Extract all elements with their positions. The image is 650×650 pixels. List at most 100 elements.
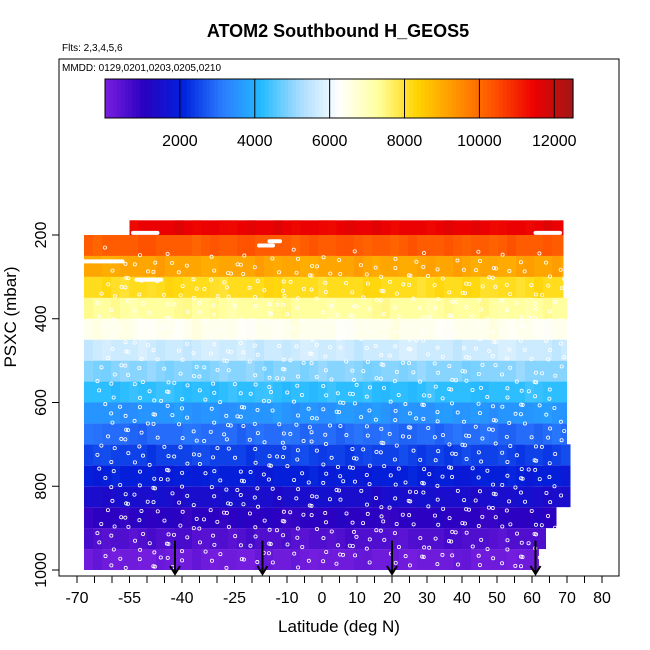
heatmap-cell — [444, 220, 454, 235]
y-tick-label: 800 — [33, 473, 50, 500]
colorbar-swatch — [296, 79, 301, 118]
heatmap-cell — [363, 381, 372, 403]
flight-track-point — [158, 555, 163, 560]
flight-track-point — [432, 361, 437, 366]
flight-track-point — [323, 368, 328, 373]
flight-track-point — [282, 519, 287, 524]
flight-track-point — [352, 401, 357, 406]
heatmap-cell — [201, 528, 210, 550]
flight-track-point — [152, 486, 157, 491]
flight-track-point — [514, 379, 519, 384]
colorbar-swatch — [190, 79, 196, 118]
flight-track-point — [534, 306, 539, 311]
heatmap-cell — [129, 486, 138, 508]
heatmap-cell — [534, 402, 543, 424]
flight-track-point — [411, 296, 416, 301]
flight-track-point — [490, 404, 495, 409]
flight-track-point — [267, 527, 272, 532]
flight-track-point — [197, 526, 202, 531]
flight-track-point — [365, 359, 370, 364]
heatmap-cell — [156, 381, 165, 403]
flight-track-point — [485, 547, 490, 552]
flight-track-point — [464, 457, 469, 462]
flight-track-point — [552, 332, 557, 337]
heatmap-cell — [408, 255, 417, 277]
y-tick-label: 200 — [33, 222, 50, 249]
heatmap-cell — [156, 486, 165, 508]
flight-track-point — [414, 259, 419, 264]
heatmap-cell — [273, 297, 282, 319]
flight-track-point — [248, 318, 253, 323]
colorbar-swatch — [565, 79, 570, 118]
heatmap-cell — [498, 528, 507, 550]
flight-track-point — [537, 325, 542, 330]
flight-track-point — [211, 303, 216, 308]
colorbar-tick-label: 10000 — [457, 133, 502, 150]
heatmap-cell — [399, 339, 408, 361]
flight-track-point — [328, 423, 333, 428]
flight-track-point — [197, 300, 202, 305]
heatmap-cell — [291, 318, 300, 340]
flight-track-point — [518, 564, 523, 569]
flight-track-point — [504, 434, 509, 439]
heatmap-cell — [390, 318, 399, 340]
flight-track-point — [285, 542, 290, 547]
flight-track-point — [500, 252, 505, 257]
flight-track-point — [132, 262, 137, 267]
heatmap-cell — [165, 360, 174, 382]
flight-track-point — [449, 313, 454, 318]
heatmap-cell — [426, 255, 435, 277]
flight-track-point — [365, 433, 370, 438]
flight-track-point — [185, 461, 190, 466]
flight-track-point — [450, 401, 455, 406]
flight-track-point — [508, 444, 513, 449]
flight-track-point — [123, 565, 128, 570]
flight-track-point — [352, 479, 357, 484]
flight-track-point — [235, 488, 240, 493]
heatmap-cell — [489, 318, 498, 340]
flight-track-point — [455, 258, 460, 263]
heatmap-cell — [399, 423, 408, 445]
heatmap-cell — [228, 297, 237, 319]
flight-track-point — [253, 460, 258, 465]
flight-track-point — [394, 521, 399, 526]
flight-track-point — [562, 355, 567, 360]
flight-track-point — [455, 332, 460, 337]
flight-track-point — [166, 302, 171, 307]
flight-track-point — [505, 307, 510, 312]
flight-track-point — [138, 547, 143, 552]
flight-track-point — [422, 467, 427, 472]
flight-track-point — [334, 488, 339, 493]
flight-track-point — [449, 387, 454, 392]
flight-track-point — [241, 271, 246, 276]
heatmap-cell — [543, 402, 552, 424]
flight-track-point — [203, 397, 208, 402]
flight-track-point — [544, 338, 549, 343]
heatmap-cell — [507, 235, 516, 256]
colorbar-swatch — [163, 79, 168, 118]
flight-track-point — [119, 284, 124, 289]
flight-track-point — [310, 415, 315, 420]
heatmap-cell — [246, 220, 256, 235]
heatmap-cell — [408, 549, 417, 570]
flight-track-point — [194, 364, 199, 369]
heatmap-cell — [255, 465, 264, 487]
flight-track-point — [403, 402, 408, 407]
flight-track-point — [529, 356, 534, 361]
flight-track-point — [299, 319, 304, 324]
heatmap-cell — [525, 486, 534, 508]
flight-track-point — [408, 499, 413, 504]
flight-track-point — [426, 504, 431, 509]
flight-track-point — [239, 557, 244, 562]
flight-track-point — [226, 446, 231, 451]
heatmap-cell — [525, 381, 534, 403]
flight-track-point — [422, 545, 427, 550]
flight-track-point — [292, 477, 297, 482]
heatmap-cell — [147, 444, 156, 466]
flight-track-point — [453, 530, 458, 535]
flight-track-point — [421, 251, 426, 256]
flight-track-point — [97, 540, 102, 545]
flight-track-point — [359, 415, 364, 420]
flight-track-point — [547, 387, 552, 392]
x-tick-label: 70 — [558, 590, 576, 607]
